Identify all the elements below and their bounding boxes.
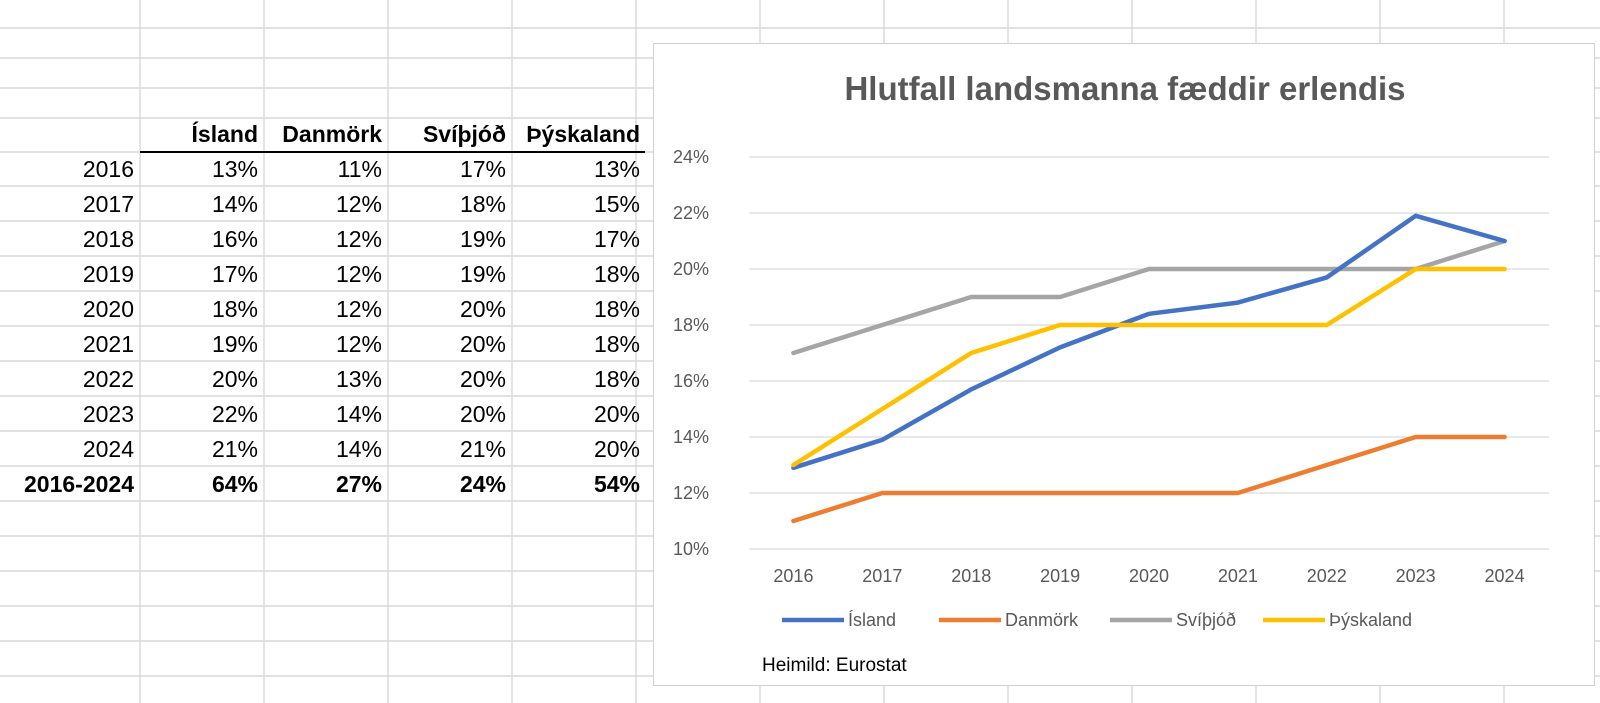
x-tick-label: 2020: [1129, 566, 1169, 586]
value-cell[interactable]: 20%: [593, 401, 640, 427]
legend-label: Þýskaland: [1329, 610, 1412, 630]
x-tick-label: 2022: [1307, 566, 1347, 586]
total-value-cell[interactable]: 54%: [593, 471, 640, 497]
value-cell[interactable]: 20%: [459, 296, 506, 322]
value-cell[interactable]: 13%: [211, 156, 258, 182]
series-line-0: [791, 213, 1507, 471]
value-cell[interactable]: 13%: [593, 156, 640, 182]
chart-title: Hlutfall landsmanna fæddir erlendis: [844, 70, 1405, 107]
year-cell[interactable]: 2023: [82, 401, 134, 427]
y-tick-label: 24%: [673, 147, 709, 167]
series-line-3: [791, 266, 1507, 468]
value-cell[interactable]: 13%: [335, 366, 382, 392]
year-cell[interactable]: 2019: [82, 261, 134, 287]
value-cell[interactable]: 17%: [593, 226, 640, 252]
chart-area[interactable]: Hlutfall landsmanna fæddir erlendis 10% 12…: [653, 43, 1595, 686]
year-cell[interactable]: 2018: [82, 226, 134, 252]
x-tick-label: 2023: [1396, 566, 1436, 586]
year-cell[interactable]: 2022: [82, 366, 134, 392]
x-tick-label: 2024: [1485, 566, 1525, 586]
line-chart: Hlutfall landsmanna fæddir erlendis 10% 12…: [673, 70, 1549, 630]
x-tick-label: 2019: [1040, 566, 1080, 586]
value-cell[interactable]: 20%: [459, 331, 506, 357]
y-tick-label: 18%: [673, 315, 709, 335]
value-cell[interactable]: 18%: [593, 261, 640, 287]
total-value-cell[interactable]: 24%: [459, 471, 506, 497]
legend-label: Danmörk: [1005, 610, 1079, 630]
value-cell[interactable]: 18%: [459, 191, 506, 217]
year-cell[interactable]: 2016: [82, 156, 134, 182]
value-cell[interactable]: 17%: [211, 261, 258, 287]
series-line-1: [791, 434, 1507, 524]
value-cell[interactable]: 18%: [211, 296, 258, 322]
value-cell[interactable]: 15%: [593, 191, 640, 217]
value-cell[interactable]: 21%: [459, 436, 506, 462]
header-cell[interactable]: Svíþjóð: [422, 121, 506, 147]
value-cell[interactable]: 14%: [335, 436, 382, 462]
x-tick-label: 2021: [1218, 566, 1258, 586]
value-cell[interactable]: 12%: [335, 191, 382, 217]
value-cell[interactable]: 18%: [593, 296, 640, 322]
series-line-2: [791, 238, 1507, 356]
year-cell[interactable]: 2020: [82, 296, 134, 322]
value-cell[interactable]: 16%: [211, 226, 258, 252]
x-tick-label: 2016: [773, 566, 813, 586]
value-cell[interactable]: 19%: [459, 226, 506, 252]
value-cell[interactable]: 17%: [459, 156, 506, 182]
value-cell[interactable]: 12%: [335, 331, 382, 357]
y-tick-label: 20%: [673, 259, 709, 279]
value-cell[interactable]: 20%: [211, 366, 258, 392]
y-tick-label: 22%: [673, 203, 709, 223]
value-cell[interactable]: 12%: [335, 296, 382, 322]
value-cell[interactable]: 14%: [335, 401, 382, 427]
value-cell[interactable]: 12%: [335, 226, 382, 252]
chart-source: Heimild: Eurostat: [762, 655, 907, 676]
value-cell[interactable]: 20%: [459, 401, 506, 427]
value-cell[interactable]: 20%: [459, 366, 506, 392]
value-cell[interactable]: 18%: [593, 366, 640, 392]
header-cell[interactable]: Þýskaland: [526, 121, 640, 147]
header-underline: [140, 151, 645, 153]
year-cell[interactable]: 2024: [82, 436, 134, 462]
value-cell[interactable]: 12%: [335, 261, 382, 287]
value-cell[interactable]: 18%: [593, 331, 640, 357]
total-value-cell[interactable]: 27%: [335, 471, 382, 497]
total-value-cell[interactable]: 64%: [211, 471, 258, 497]
total-label-cell[interactable]: 2016-2024: [24, 471, 134, 497]
legend-label: Ísland: [848, 610, 896, 630]
value-cell[interactable]: 14%: [211, 191, 258, 217]
value-cell[interactable]: 22%: [211, 401, 258, 427]
value-cell[interactable]: 19%: [459, 261, 506, 287]
data-table: Ísland Danmörk Svíþjóð Þýskaland 2016 13% 11% 1…: [0, 0, 646, 703]
year-cell[interactable]: 2017: [82, 191, 134, 217]
value-cell[interactable]: 11%: [337, 156, 382, 182]
y-tick-label: 14%: [673, 427, 709, 447]
value-cell[interactable]: 21%: [211, 436, 258, 462]
header-cell[interactable]: Ísland: [191, 121, 258, 147]
year-cell[interactable]: 2021: [82, 331, 134, 357]
header-cell[interactable]: Danmörk: [282, 121, 382, 147]
value-cell[interactable]: 19%: [211, 331, 258, 357]
legend-label: Svíþjóð: [1176, 610, 1236, 630]
value-cell[interactable]: 20%: [593, 436, 640, 462]
y-tick-label: 10%: [673, 539, 709, 559]
y-tick-label: 16%: [673, 371, 709, 391]
y-tick-label: 12%: [673, 483, 709, 503]
x-tick-label: 2018: [951, 566, 991, 586]
x-tick-label: 2017: [862, 566, 902, 586]
